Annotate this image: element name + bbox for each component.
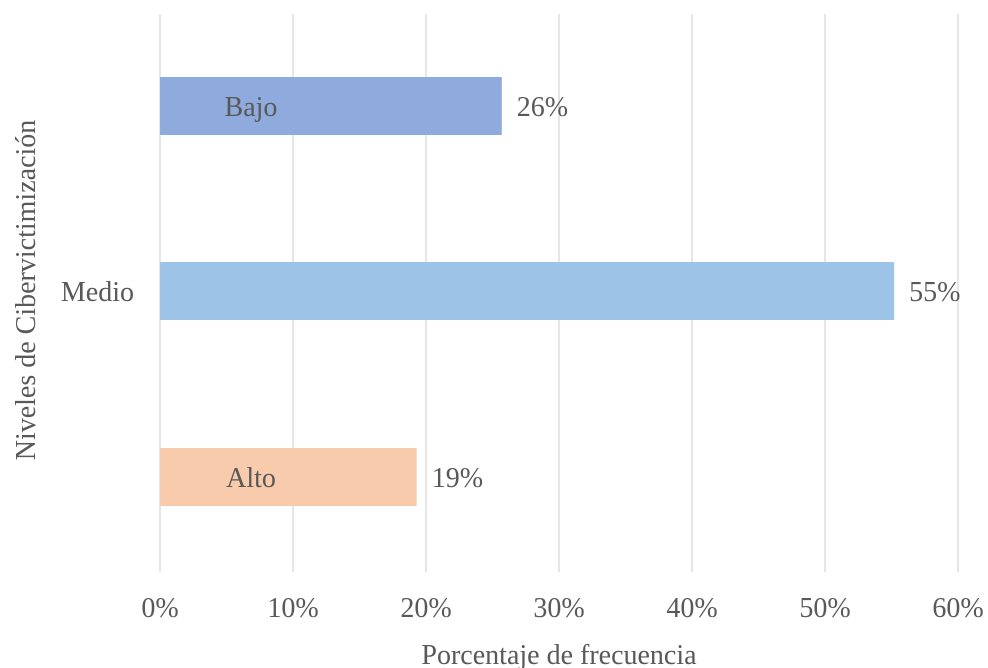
bars <box>160 77 895 506</box>
data-label: 55% <box>909 277 960 308</box>
category-label: Bajo <box>225 92 278 123</box>
x-tick-labels: 0% 10% 20% 30% 40% 50% 60% <box>141 593 983 624</box>
bar-bajo <box>160 77 502 135</box>
x-tick-label: 10% <box>267 593 318 624</box>
x-tick-label: 40% <box>666 593 717 624</box>
data-label: 26% <box>517 92 568 123</box>
x-tick-label: 50% <box>799 593 850 624</box>
bar-alto <box>160 448 417 506</box>
category-label: Alto <box>226 463 276 494</box>
y-axis-label: Niveles de Cibervictimización <box>11 120 42 461</box>
x-tick-label: 30% <box>533 593 584 624</box>
bar-medio <box>160 262 895 320</box>
x-tick-label: 60% <box>932 593 983 624</box>
data-label: 19% <box>432 463 483 494</box>
x-axis-label: Porcentaje de frecuencia <box>421 640 697 668</box>
data-labels: 26% 55% 19% <box>432 92 961 494</box>
x-tick-label: 20% <box>400 593 451 624</box>
category-label: Medio <box>61 277 134 308</box>
x-tick-label: 0% <box>141 593 178 624</box>
category-labels: Bajo Medio Alto <box>61 92 278 494</box>
